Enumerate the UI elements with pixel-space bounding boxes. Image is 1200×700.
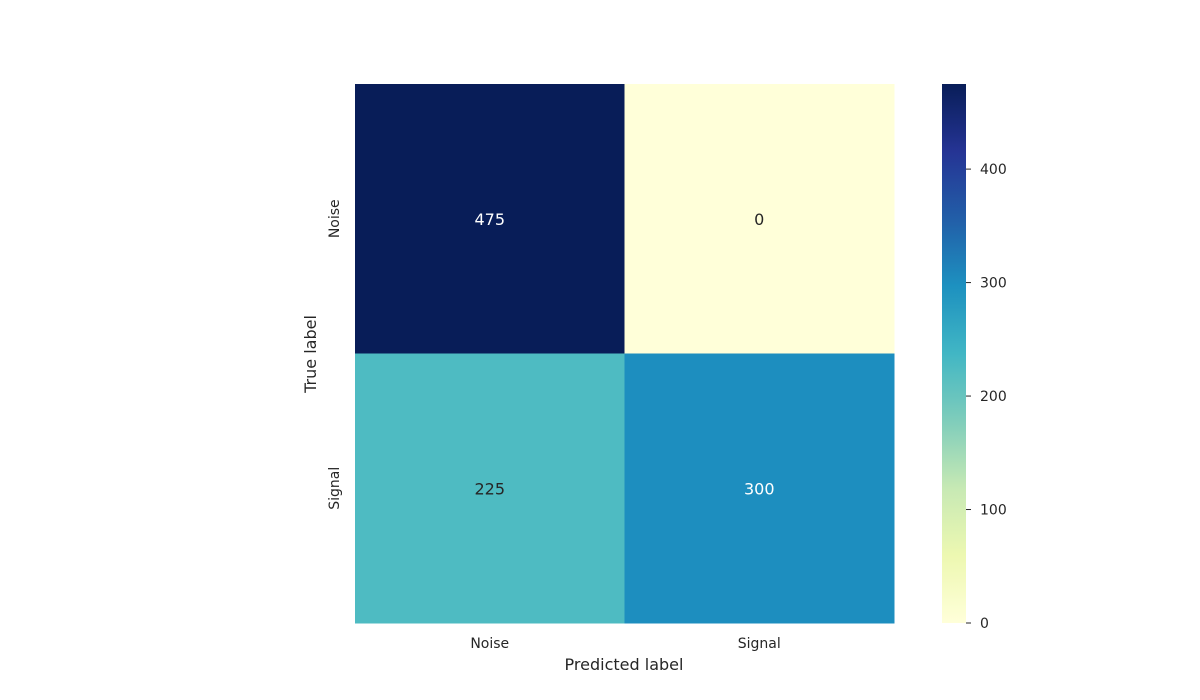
x-tick-label: Signal — [738, 636, 781, 652]
x-axis-title: Predicted label — [565, 655, 684, 674]
heatmap-cell-labels: 475 0 225 300 — [474, 210, 774, 499]
colorbar-ticks: 0 100 200 300 400 — [966, 162, 1007, 632]
y-tick-label: Signal — [327, 467, 343, 510]
x-axis-ticks: Noise Signal — [470, 636, 780, 652]
colorbar-tick-label: 400 — [980, 162, 1007, 178]
cell-value-label: 475 — [474, 210, 505, 229]
colorbar-tick-label: 100 — [980, 503, 1007, 519]
y-axis-title: True label — [301, 315, 320, 394]
heatmap-cell — [355, 353, 625, 624]
heatmap-cell — [355, 84, 625, 354]
cell-value-label: 225 — [474, 479, 505, 498]
cell-value-label: 0 — [754, 210, 764, 229]
heatmap-cells — [355, 84, 895, 624]
colorbar — [942, 84, 966, 623]
y-tick-label: Noise — [327, 199, 343, 238]
colorbar-tick-label: 300 — [980, 276, 1007, 292]
colorbar-tick-label: 200 — [980, 389, 1007, 405]
heatmap-cell — [624, 353, 895, 624]
colorbar-tick-label: 0 — [980, 616, 989, 632]
cell-value-label: 300 — [744, 479, 775, 498]
y-axis-ticks: Noise Signal — [327, 199, 343, 509]
x-tick-label: Noise — [470, 636, 509, 652]
heatmap-cell — [624, 84, 895, 354]
